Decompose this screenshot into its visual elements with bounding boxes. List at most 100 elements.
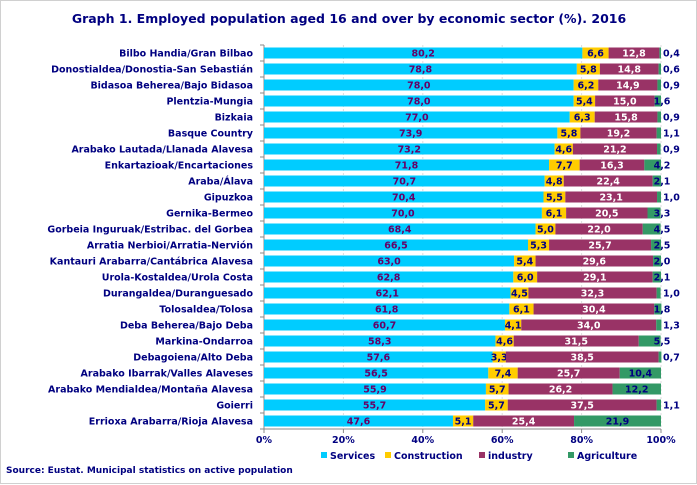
bar-segment-industry xyxy=(599,63,659,75)
category-label: Plentzia-Mungia xyxy=(166,97,253,108)
data-label-services: 70,0 xyxy=(391,209,415,220)
bar-segment-services xyxy=(264,95,574,107)
category-label: Basque Country xyxy=(168,129,254,140)
data-label-industry: 21,2 xyxy=(603,145,626,156)
bar-segment-agriculture xyxy=(657,191,661,203)
data-label-construction: 4,8 xyxy=(546,177,563,188)
data-label-industry: 25,4 xyxy=(512,417,536,428)
source-note: Source: Eustat. Municipal statistics on … xyxy=(6,466,293,476)
bar-segment-construction xyxy=(543,191,566,203)
data-label-agriculture: 10,4 xyxy=(629,369,653,380)
data-label-agriculture: 1,1 xyxy=(663,129,680,140)
bar-segment-services xyxy=(264,367,489,379)
data-label-construction: 7,4 xyxy=(495,369,512,380)
bar-segment-construction xyxy=(513,271,538,283)
data-label-construction: 6,2 xyxy=(578,81,595,92)
bar-segment-industry xyxy=(572,143,658,155)
bar-segment-industry xyxy=(521,319,657,331)
bar-segment-services xyxy=(264,287,511,299)
category-label: Goierri xyxy=(216,401,253,412)
data-label-services: 78,0 xyxy=(407,97,431,108)
bar-segment-services xyxy=(264,191,544,203)
category-label: Gipuzkoa xyxy=(204,193,253,204)
bars: 80,2 6,6 12,8 0,4 78,8 5,8 14,8 0,6 78,0 6,2 14,9 0… xyxy=(264,47,680,428)
bar-segment-industry xyxy=(565,191,658,203)
data-label-services: 61,8 xyxy=(375,305,399,316)
bar-segment-agriculture xyxy=(658,63,661,75)
legend-swatch xyxy=(321,452,327,458)
data-label-agriculture: 5,5 xyxy=(654,337,671,348)
category-label: Durangaldea/Duranguesado xyxy=(103,289,253,300)
data-label-industry: 23,1 xyxy=(599,193,622,204)
bar-segment-agriculture xyxy=(644,159,661,171)
category-label: Araba/Álava xyxy=(188,176,253,188)
category-label: Arabako Lautada/Llanada Alavesa xyxy=(71,145,253,156)
data-label-industry: 12,8 xyxy=(622,49,646,60)
bar-segment-industry xyxy=(537,271,653,283)
bar-segment-agriculture xyxy=(656,399,661,411)
bar-segment-agriculture xyxy=(652,271,661,283)
bar-segment-industry xyxy=(533,303,655,315)
gridlines xyxy=(260,44,662,433)
data-label-services: 73,2 xyxy=(398,145,421,156)
data-label-industry: 34,0 xyxy=(577,321,601,332)
bar-segment-agriculture xyxy=(656,127,661,139)
x-tick-label: 100% xyxy=(646,435,676,446)
bar-segment-agriculture xyxy=(657,143,661,155)
bar-segment-industry xyxy=(580,127,657,139)
data-label-agriculture: 0,9 xyxy=(663,113,680,124)
bar-segment-industry xyxy=(473,415,575,427)
bar-segment-agriculture xyxy=(652,175,661,187)
data-label-agriculture: 1,0 xyxy=(663,193,680,204)
bar-segment-construction xyxy=(573,95,596,107)
x-tick-labels: 0% 20% 40% 60% 80% 100% xyxy=(256,435,676,446)
data-label-services: 55,9 xyxy=(363,385,386,396)
bar-segment-services xyxy=(264,111,570,123)
data-label-construction: 5,0 xyxy=(537,225,554,236)
bar-segment-agriculture xyxy=(659,47,661,59)
category-label: Kantauri Arabarra/Cantábrica Alavesa xyxy=(50,257,253,268)
data-label-construction: 6,1 xyxy=(546,209,563,220)
bar-segment-services xyxy=(264,175,545,187)
bar-segment-agriculture xyxy=(574,415,661,427)
bar-segment-agriculture xyxy=(654,95,661,107)
category-label: Arabako Ibarrak/Valles Alaveses xyxy=(81,369,254,380)
data-label-agriculture: 1,3 xyxy=(663,321,680,332)
x-tick-label: 20% xyxy=(332,435,355,446)
data-label-industry: 20,5 xyxy=(595,209,618,220)
data-label-services: 66,5 xyxy=(384,241,407,252)
bar-segment-services xyxy=(264,207,542,219)
data-label-services: 70,7 xyxy=(393,177,416,188)
data-label-agriculture: 2,5 xyxy=(654,241,671,252)
bar-segment-construction xyxy=(495,335,514,347)
data-label-services: 55,7 xyxy=(363,401,386,412)
bar-segment-services xyxy=(264,351,493,363)
data-label-services: 78,0 xyxy=(407,81,431,92)
data-label-agriculture: 1,6 xyxy=(654,97,671,108)
bar-segment-construction xyxy=(452,415,474,427)
legend: Services Construction industry Agriculture xyxy=(321,451,637,462)
bar-segment-industry xyxy=(517,367,620,379)
bar-segment-construction xyxy=(549,159,580,171)
category-label: Donostialdea/Donostia-San Sebastián xyxy=(51,65,253,76)
legend-swatch xyxy=(568,452,574,458)
bar-segment-construction xyxy=(535,223,556,235)
data-label-construction: 5,8 xyxy=(580,65,597,76)
data-label-agriculture: 2,1 xyxy=(654,273,671,284)
bar-segment-industry xyxy=(507,399,657,411)
bar-segment-construction xyxy=(485,383,509,395)
bar-segment-agriculture xyxy=(612,383,661,395)
category-label: Deba Beherea/Bajo Deba xyxy=(120,321,253,332)
data-label-construction: 4,5 xyxy=(511,289,528,300)
bar-segment-services xyxy=(264,63,577,75)
category-label: Arratia Nerbioi/Arratia-Nervión xyxy=(87,241,253,252)
data-label-agriculture: 21,9 xyxy=(606,417,629,428)
category-label: Bilbo Handia/Gran Bilbao xyxy=(119,49,253,60)
bar-segment-construction xyxy=(576,63,600,75)
category-label: Tolosaldea/Tolosa xyxy=(159,305,253,316)
bar-segment-services xyxy=(264,383,486,395)
bar-segment-industry xyxy=(505,351,659,363)
bar-segment-services xyxy=(264,143,555,155)
bar-segment-industry xyxy=(566,207,648,219)
